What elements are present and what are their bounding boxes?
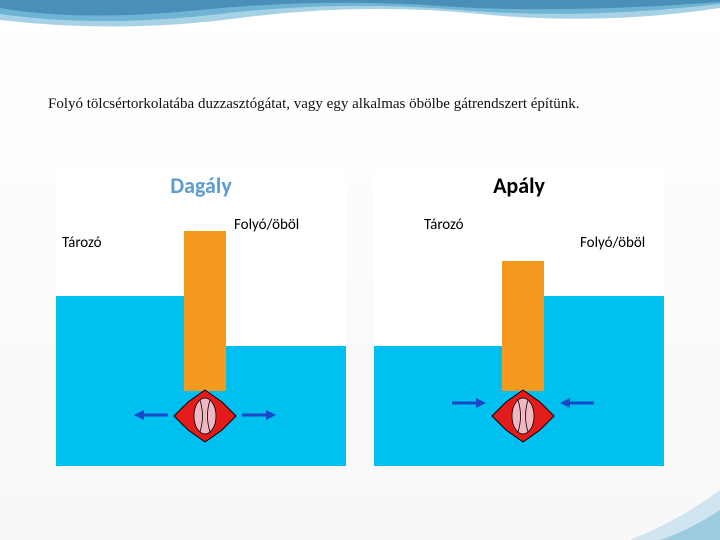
tide-title-apaly: Apály [374,172,664,199]
flow-arrow-left-r [242,408,276,422]
bottom-corner-decoration [600,480,720,540]
tide-title-dagaly: Dagály [56,172,346,199]
label-river-right: Folyó/öböl [580,234,645,252]
panel-dagaly: Dagály Tározó Folyó/öböl [56,166,346,466]
panel-apaly: Apály Tározó Folyó/öböl [374,166,664,466]
label-reservoir-left: Tározó [62,234,102,252]
flow-arrow-right-l [452,396,486,410]
dam-right [502,261,544,391]
dam-left [184,231,226,391]
top-wave-decoration [0,0,720,36]
turbine-left [160,386,250,446]
flow-arrow-left-l [134,408,168,422]
label-reservoir-right: Tározó [424,216,464,234]
flow-arrow-right-r [560,396,594,410]
main-heading: Folyó tölcsértorkolatába duzzasztógátat,… [48,94,672,114]
diagram-row: Dagály Tározó Folyó/öböl Apály Tározó Fo… [48,166,672,466]
label-river-left: Folyó/öböl [234,216,299,234]
turbine-right [478,386,568,446]
